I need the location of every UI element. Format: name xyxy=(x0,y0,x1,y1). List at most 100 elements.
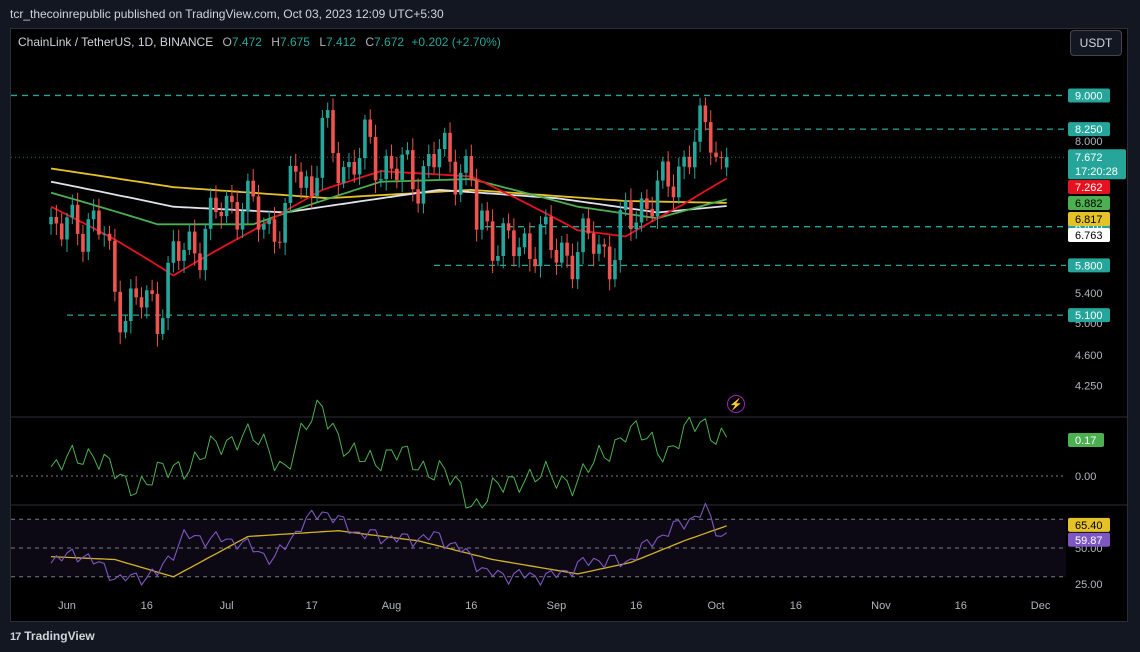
candle-body xyxy=(155,293,160,334)
candle-body xyxy=(528,233,532,260)
time-axis-tick-label: 16 xyxy=(141,600,153,612)
candle-body xyxy=(192,231,197,254)
candle-body xyxy=(474,180,479,230)
candle-body xyxy=(597,244,601,254)
candle-body xyxy=(320,117,325,178)
ma-value-label-bg xyxy=(1068,196,1110,210)
time-axis-tick-label: Jun xyxy=(58,600,76,612)
symbol-title[interactable]: ChainLink / TetherUS, 1D, BINANCE xyxy=(18,35,214,49)
candle-body xyxy=(655,180,660,217)
candle-body xyxy=(293,165,298,172)
candle-body xyxy=(182,249,186,261)
candle-body xyxy=(91,210,96,220)
candle-body xyxy=(623,200,628,211)
candle-body xyxy=(75,204,80,234)
candle-body xyxy=(411,150,415,190)
candle-body xyxy=(171,241,176,263)
candle-body xyxy=(400,154,404,180)
candle-body xyxy=(671,186,676,198)
candle-body xyxy=(54,216,59,224)
ma-value-label-bg xyxy=(1068,228,1110,242)
candle-body xyxy=(166,262,170,319)
candle-body xyxy=(97,210,101,235)
candle-body xyxy=(469,156,474,181)
candle-body xyxy=(432,153,436,168)
candle-body xyxy=(559,242,564,263)
lightning-icon[interactable]: ⚡ xyxy=(727,395,745,413)
publisher-text: tcr_thecoinrepublic published on Trading… xyxy=(10,7,444,21)
time-axis-tick-label: 16 xyxy=(630,600,642,612)
candle-body xyxy=(645,198,649,209)
candle-body xyxy=(203,228,208,271)
candle-body xyxy=(113,240,117,292)
candle-body xyxy=(389,155,394,169)
candle-body xyxy=(107,233,112,241)
ema50-line xyxy=(50,178,727,226)
candle-body xyxy=(81,233,85,252)
time-axis-tick-label: 16 xyxy=(955,600,967,612)
candle-body xyxy=(347,161,351,168)
candle-body xyxy=(714,152,718,158)
ema100-line xyxy=(50,180,727,214)
candle-body xyxy=(538,224,543,267)
time-axis-tick-label: Sep xyxy=(547,600,567,612)
candle-body xyxy=(278,241,282,243)
rsi-ma-badge-bg xyxy=(1068,517,1110,532)
candle-body xyxy=(283,202,287,243)
time-axis-tick-label: Jul xyxy=(220,600,234,612)
candle-body xyxy=(123,321,128,333)
candle-body xyxy=(490,221,495,261)
oscillator-axis-tick-label: 0.00 xyxy=(1075,471,1096,483)
time-axis-tick-label: Oct xyxy=(707,600,724,612)
price-axis-tick-label: 4.250 xyxy=(1075,381,1103,393)
rsi-ma-value-label: 65.40 xyxy=(1075,520,1103,532)
tradingview-mark-icon: 17 xyxy=(10,631,21,643)
candle-body xyxy=(65,217,69,240)
candle-body xyxy=(139,297,144,308)
candle-body xyxy=(304,176,309,188)
candle-body xyxy=(145,290,149,308)
candle-body xyxy=(554,250,559,263)
close-value: 7.672 xyxy=(374,35,405,49)
candle-body xyxy=(129,288,133,322)
price-axis-tick-label: 8.000 xyxy=(1075,136,1103,148)
ma-value-label-bg xyxy=(1068,212,1110,226)
candle-body xyxy=(325,110,330,118)
oscillator-value-label: 0.17 xyxy=(1075,435,1096,447)
candle-body xyxy=(618,210,623,261)
candle-body xyxy=(49,216,53,225)
time-axis-tick-label: Aug xyxy=(382,600,402,612)
candle-body xyxy=(309,176,314,197)
time-axis-tick-label: 17 xyxy=(306,600,318,612)
candle-body xyxy=(549,216,553,251)
ma-value-label: 6.817 xyxy=(1075,214,1103,226)
close-label: C xyxy=(365,35,375,49)
candle-body xyxy=(357,158,362,175)
ma-value-label: 6.763 xyxy=(1075,230,1103,242)
candle-body xyxy=(368,119,373,137)
candle-body xyxy=(224,195,229,217)
tradingview-logo[interactable]: 17 TradingView xyxy=(10,627,95,646)
candle-body xyxy=(703,105,708,123)
candle-body xyxy=(102,233,107,235)
candle-body xyxy=(581,218,585,253)
candle-body xyxy=(544,216,548,225)
candle-body xyxy=(602,244,607,247)
rsi-value-badge-bg xyxy=(1068,532,1110,547)
change-value: +0.202 (+2.70%) xyxy=(411,35,501,49)
candle-body xyxy=(134,288,138,298)
time-axis-tick-label: Nov xyxy=(871,600,891,612)
price-axis-tick-label: 5.400 xyxy=(1075,288,1103,300)
time-axis-tick-label: 16 xyxy=(465,600,477,612)
candle-body xyxy=(501,223,506,257)
symbol-legend: ChainLink / TetherUS, 1D, BINANCE O7.472… xyxy=(18,34,501,50)
ema200-line xyxy=(50,167,727,204)
candle-body xyxy=(485,210,490,222)
chart-frame[interactable] xyxy=(10,28,1128,622)
candle-body xyxy=(426,153,431,167)
high-value: 7.675 xyxy=(279,35,310,49)
open-value: 7.472 xyxy=(231,35,262,49)
currency-button[interactable]: USDT xyxy=(1070,30,1122,56)
candle-body xyxy=(288,165,293,203)
